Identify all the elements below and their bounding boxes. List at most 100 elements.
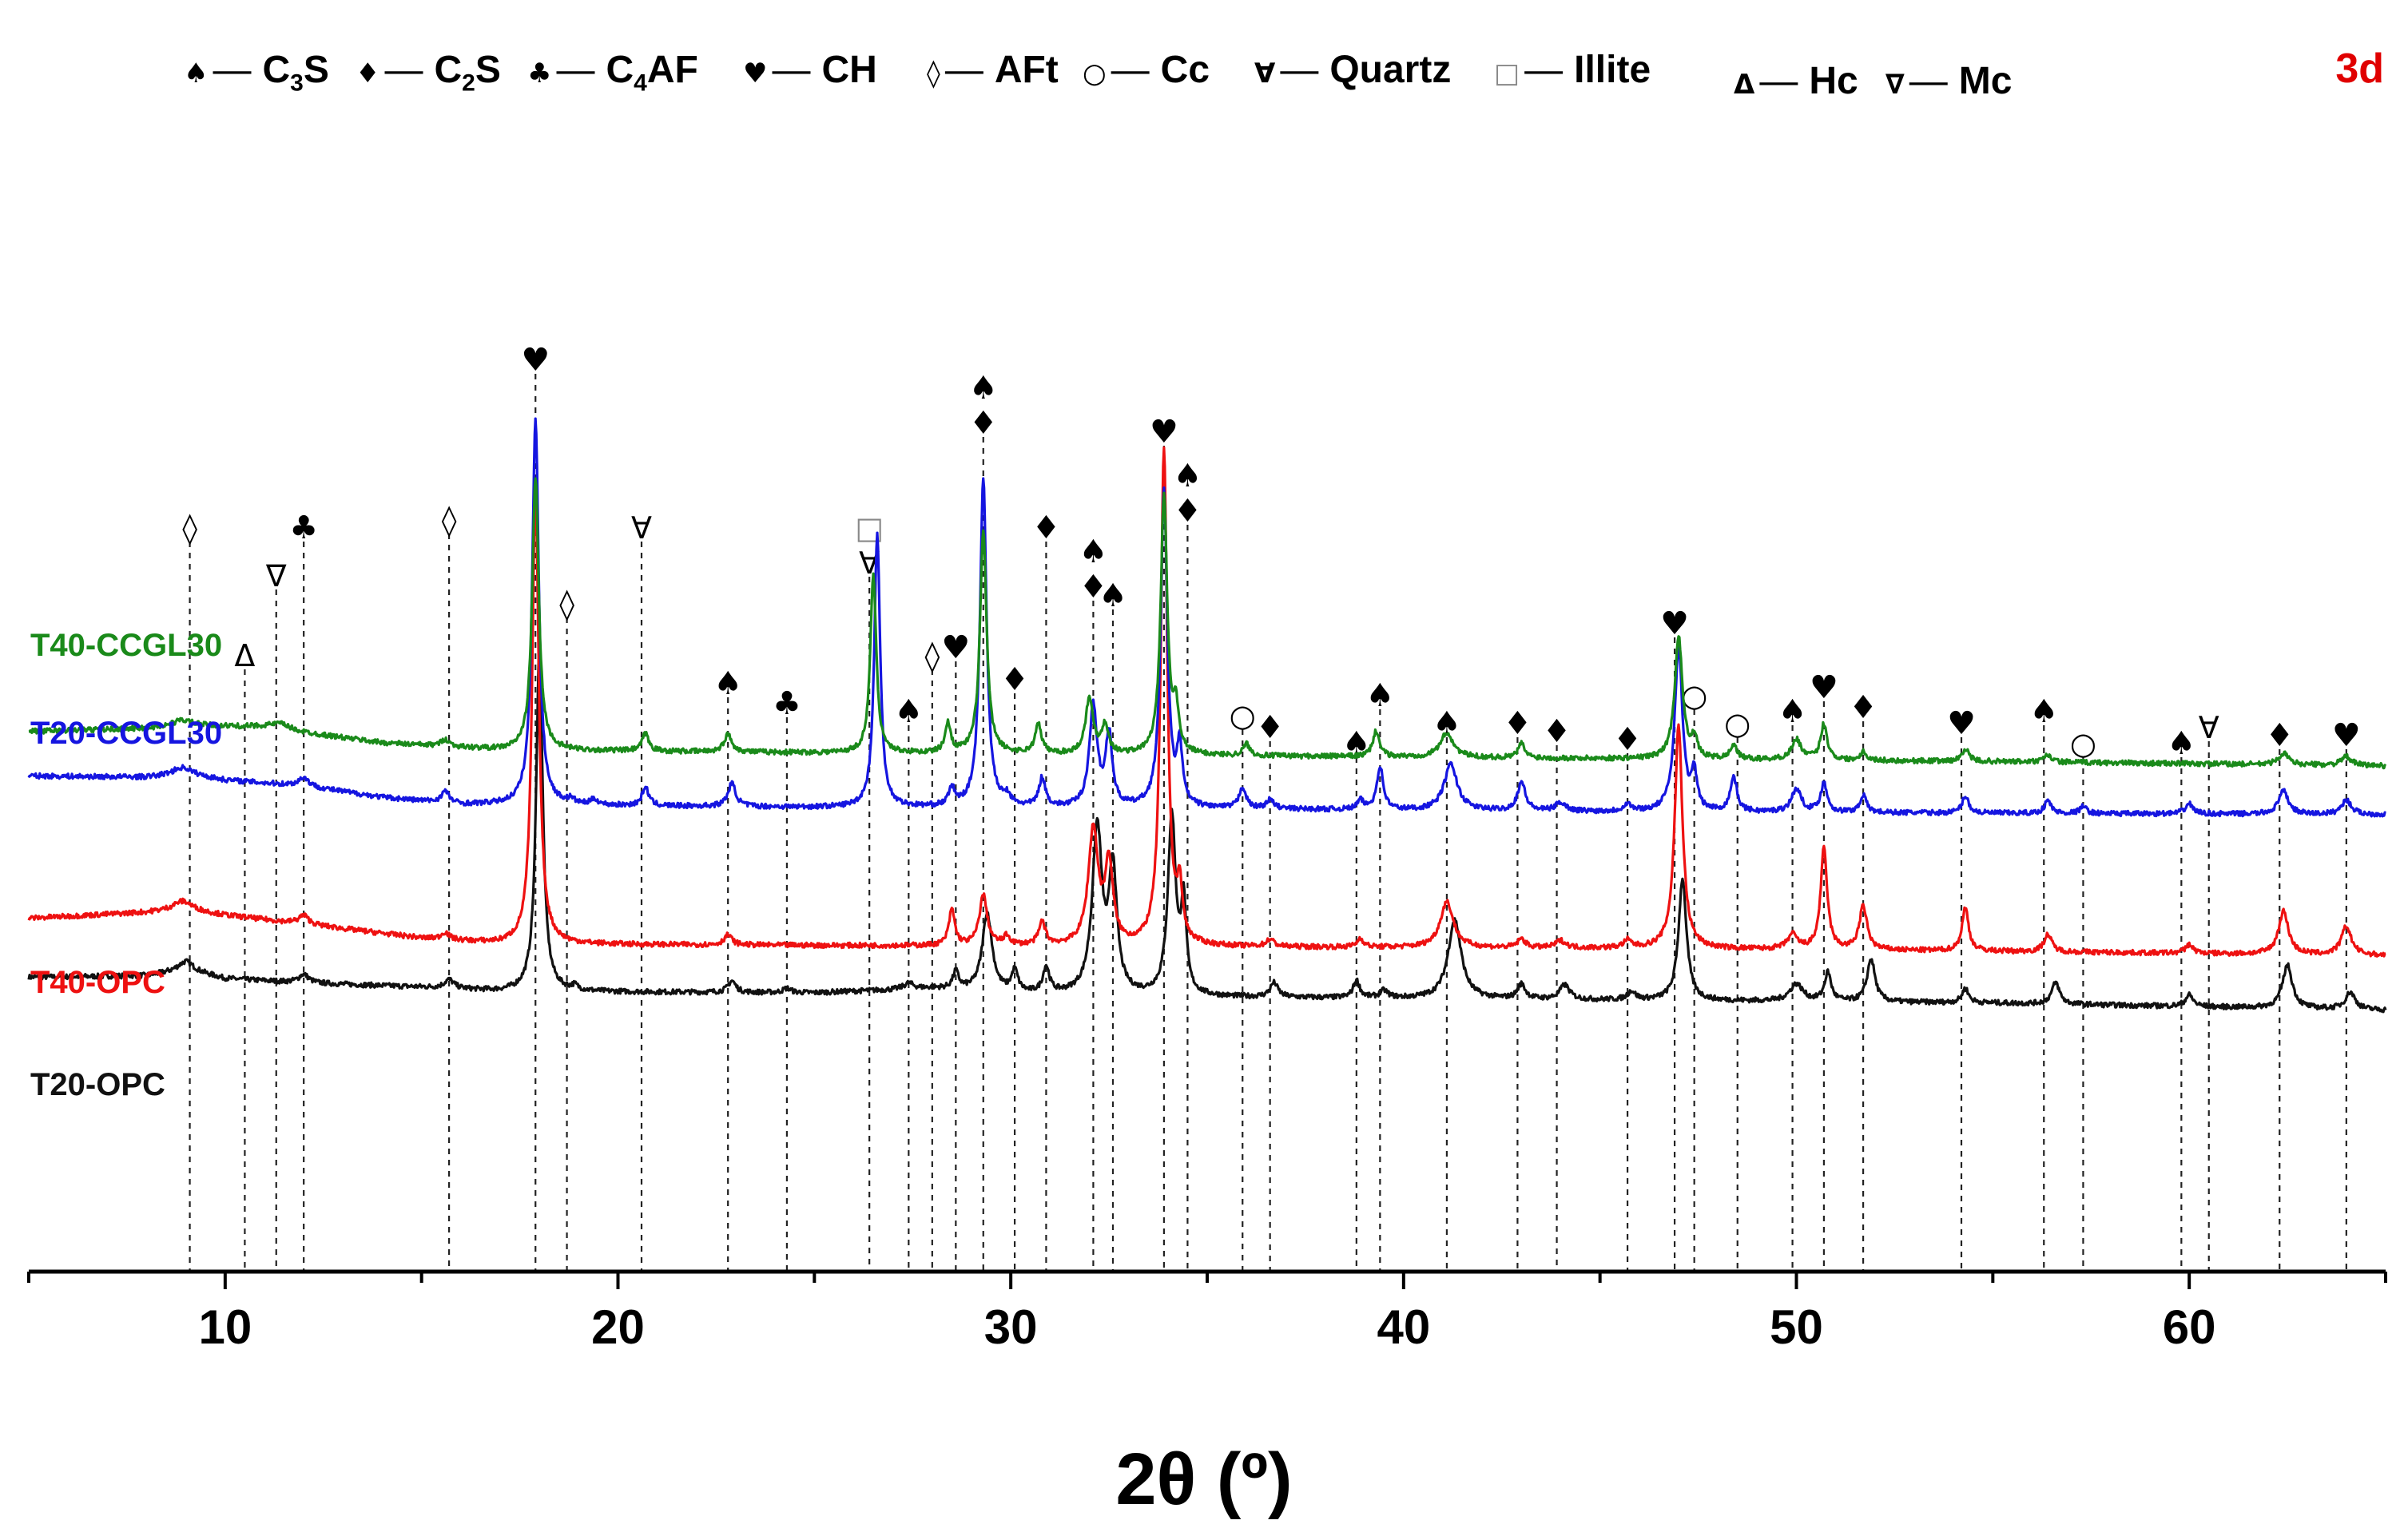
legend-symbol: ♥ — [743, 58, 768, 89]
peak-marker-symbol: ◊ — [182, 510, 197, 546]
peak-marker-symbol: ∇ — [265, 558, 287, 593]
peak-marker-symbol: ♠ — [1432, 705, 1461, 742]
series-line-t20-opc — [27, 644, 2387, 1014]
peak-marker-symbol: ♣ — [773, 685, 801, 722]
series-label-t20-opc: T20-OPC — [30, 1067, 165, 1102]
legend-label: Illite — [1574, 49, 1651, 91]
peak-marker-symbol: ♦ — [1031, 510, 1060, 546]
peak-marker-symbol: ∀ — [631, 510, 652, 546]
legend-symbol: □ — [1494, 58, 1520, 89]
series-label-t20-ccgl30: T20-CCGL30 — [30, 716, 223, 751]
peak-marker-symbol: ♣ — [289, 510, 318, 546]
legend-label: C4AF — [606, 49, 698, 97]
series-label-t40-opc: T40-OPC — [30, 965, 165, 1000]
legend-symbol: ♣ — [527, 58, 552, 89]
legend-dash: — — [1759, 60, 1798, 102]
legend-dash: — — [1111, 49, 1150, 91]
legend-symbol: Δ — [1734, 69, 1755, 101]
peak-marker-symbol: ♥ — [1810, 669, 1838, 706]
x-tick-label: 20 — [591, 1300, 645, 1354]
series-line-t20-ccgl30 — [27, 417, 2386, 818]
legend-label: CH — [821, 49, 877, 91]
peak-marker-symbol: ♦ — [1503, 705, 1532, 742]
legend-label: Quartz — [1329, 49, 1452, 91]
peak-marker-layer: ◊Δ∇♣ ◊♥◊∀♠♣□∀♠◊ ♥♠♦♦♦♠♦♠♥♠♦○ ♦ ♠♠♠ ♦ ♦ ♦♥○○ ♠♥♦ ♥… — [182, 342, 2361, 1272]
peak-marker-symbol: ♠ — [1173, 458, 1202, 494]
peak-marker-symbol: ♠ — [1099, 578, 1127, 614]
peak-marker-symbol: ♥ — [1660, 605, 1689, 642]
x-axis: 10 20 30 40 50 60 — [27, 1269, 2387, 1354]
peak-marker-symbol: ♠ — [1365, 677, 1394, 714]
legend-dash: — — [772, 49, 811, 91]
legend-dash: — — [384, 49, 423, 91]
peak-marker-symbol: ♦ — [1256, 709, 1285, 746]
peak-marker-symbol: ♦ — [1000, 661, 1029, 698]
peak-marker-symbol: ◊ — [559, 586, 574, 621]
x-tick-label: 10 — [198, 1300, 252, 1354]
peak-marker-symbol: ♥ — [941, 629, 970, 666]
peak-marker-symbol: ○ — [2070, 726, 2096, 761]
legend-label: Cc — [1160, 49, 1210, 91]
x-tick-label: 30 — [984, 1300, 1038, 1354]
legend-symbol: ○ — [1083, 58, 1107, 89]
peak-marker-symbol: ♦ — [969, 405, 998, 442]
legend-symbol: ∀ — [1254, 58, 1276, 89]
peak-marker-symbol: ♦ — [1079, 569, 1107, 605]
legend-symbol: ∇ — [1885, 69, 1905, 101]
peak-marker-symbol: ♠ — [2167, 725, 2195, 762]
peak-marker-symbol: ♠ — [2029, 693, 2058, 730]
legend-item-c3s: ♠ — C3S — [184, 48, 329, 97]
series-line-t40-opc — [27, 446, 2386, 958]
legend-item-cc: ○ — Cc — [1083, 48, 1210, 92]
x-tick-label: 40 — [1377, 1300, 1430, 1354]
series-layer — [27, 417, 2387, 1014]
legend-item-hc: Δ — Hc — [1734, 59, 1858, 103]
peak-marker-symbol: ♠ — [1778, 693, 1807, 730]
peak-marker-symbol: ♠ — [1079, 534, 1107, 570]
legend-dash: — — [556, 49, 595, 91]
series-line-t40-ccgl30 — [28, 477, 2387, 770]
peak-marker-symbol: ♦ — [2265, 717, 2294, 754]
legend-item-mc: ∇ — Mc — [1885, 59, 2012, 103]
legend-item-aft: ◊ — AFt — [927, 48, 1059, 92]
series-label-t40-ccgl30: T40-CCGL30 — [30, 628, 223, 663]
peak-marker-symbol: ○ — [1724, 706, 1750, 741]
legend-dash: — — [1909, 60, 1948, 102]
peak-marker-symbol: ♥ — [2332, 717, 2361, 754]
peak-marker-symbol: ♥ — [521, 342, 550, 379]
peak-marker-symbol: ♥ — [1150, 414, 1178, 450]
peak-marker-symbol: Δ — [234, 638, 255, 673]
peak-marker-symbol: ∀ — [2199, 710, 2219, 745]
legend-label: Hc — [1809, 60, 1858, 102]
legend-dash: — — [944, 49, 983, 91]
peak-marker-symbol: ♦ — [1543, 713, 1572, 750]
legend-dash: — — [213, 49, 252, 91]
legend-item-ch: ♥ — CH — [743, 48, 877, 92]
x-axis-label: 2θ (º) — [1115, 1439, 1293, 1520]
legend-label: AFt — [994, 49, 1059, 91]
peak-marker-symbol: ◊ — [442, 502, 457, 538]
peak-marker-symbol: ♠ — [969, 370, 998, 407]
peak-marker-symbol: ◊ — [924, 638, 940, 673]
legend-item-c2s: ♦ — C2S — [356, 48, 501, 97]
peak-marker-symbol: ♦ — [1613, 721, 1642, 758]
legend-label: C2S — [434, 49, 501, 97]
peak-marker-symbol: ♠ — [713, 665, 742, 702]
legend-dash: — — [1280, 49, 1319, 91]
peak-marker-symbol: ♦ — [1849, 689, 1878, 726]
legend-item-quartz: ∀ — Quartz — [1254, 48, 1451, 92]
legend-dash: — — [1524, 49, 1564, 91]
panel-tag: 3d — [2335, 46, 2384, 92]
x-tick-label: 50 — [1770, 1300, 1823, 1354]
peak-marker-symbol: ○ — [1230, 698, 1256, 733]
legend-label: C3S — [262, 49, 329, 97]
peak-marker-symbol: ♠ — [894, 693, 923, 730]
peak-marker-symbol: □ — [855, 510, 884, 546]
legend-symbol: ♠ — [184, 58, 209, 89]
legend-symbol: ♦ — [356, 58, 380, 89]
x-tick-label: 60 — [2163, 1300, 2216, 1354]
peak-marker-symbol: ♦ — [1173, 493, 1202, 530]
legend-label: Mc — [1958, 60, 2013, 102]
legend-item-illite: □ — Illite — [1494, 48, 1651, 92]
